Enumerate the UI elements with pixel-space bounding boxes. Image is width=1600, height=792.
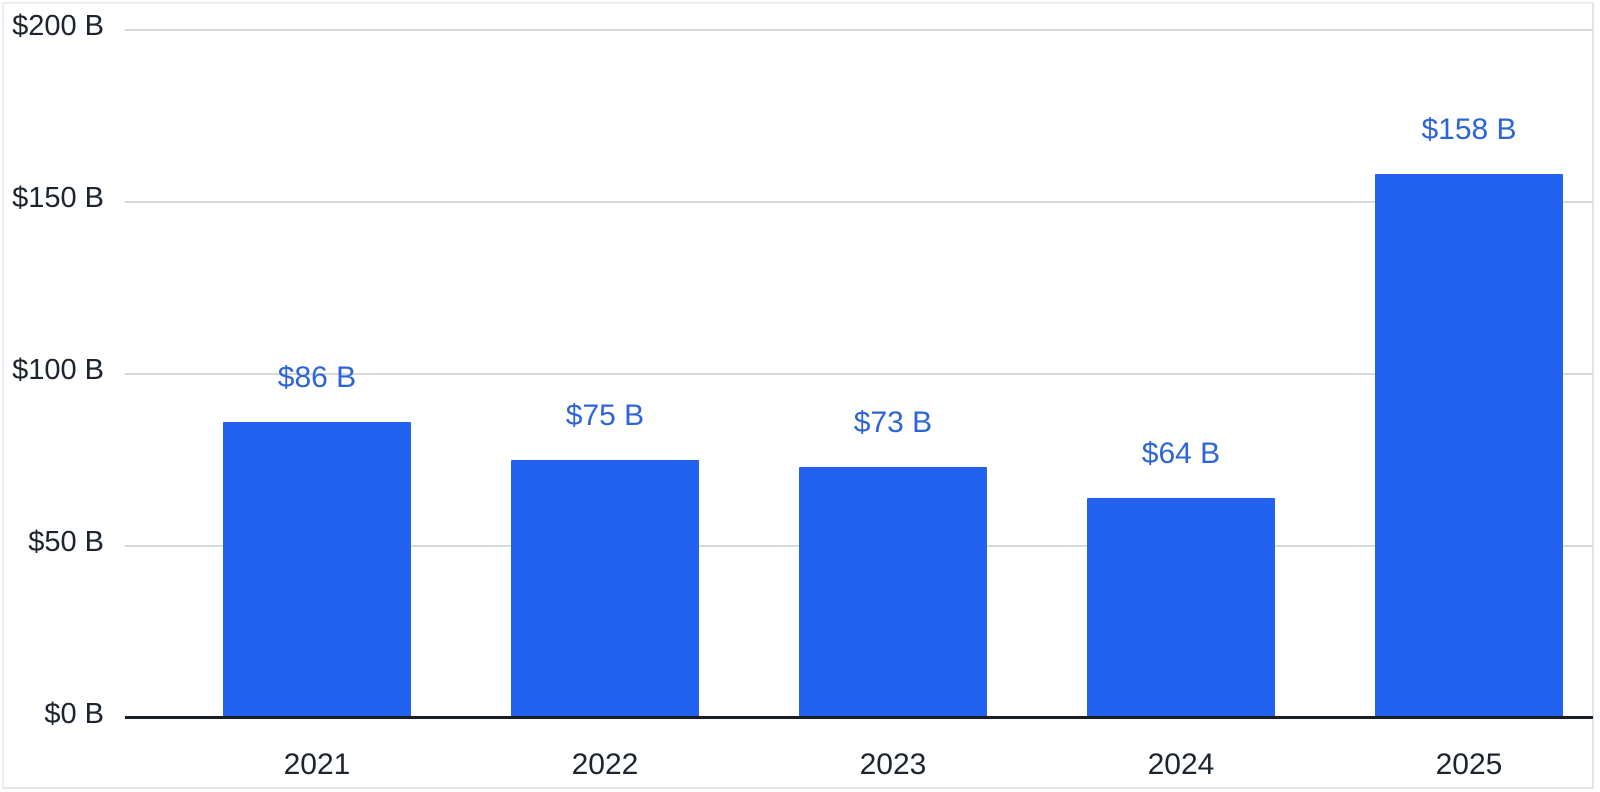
bar-value-label-2023: $73 B bbox=[853, 405, 933, 439]
y-axis-tick-label: $50 B bbox=[28, 526, 104, 558]
y-axis-tick-label: $150 B bbox=[12, 182, 104, 214]
x-axis-label-2024: 2024 bbox=[1147, 748, 1215, 781]
bar-value-label-2021: $86 B bbox=[277, 361, 357, 395]
y-axis-tick-label: $200 B bbox=[12, 10, 104, 42]
bar-2025 bbox=[1375, 174, 1563, 718]
y-axis-tick-label: $0 B bbox=[44, 698, 104, 730]
bar-value-label-2024: $64 B bbox=[1141, 436, 1221, 470]
bar-value-label-2025: $158 B bbox=[1421, 113, 1517, 147]
gridline-200 bbox=[125, 29, 1593, 31]
x-axis-label-2021: 2021 bbox=[283, 748, 351, 781]
x-axis-label-2025: 2025 bbox=[1435, 748, 1503, 781]
y-axis-tick-label: $100 B bbox=[12, 354, 104, 386]
bar-2024 bbox=[1087, 497, 1275, 718]
x-axis-label-2022: 2022 bbox=[571, 748, 639, 781]
bar-value-label-2022: $75 B bbox=[565, 399, 645, 432]
x-axis-label-2023: 2023 bbox=[859, 748, 927, 781]
gridline-150 bbox=[125, 201, 1593, 203]
x-axis-baseline bbox=[125, 716, 1593, 719]
bar-2022 bbox=[511, 460, 699, 718]
bar-2021 bbox=[223, 422, 411, 718]
bar-2023 bbox=[799, 466, 987, 718]
gridline-100 bbox=[125, 373, 1593, 375]
